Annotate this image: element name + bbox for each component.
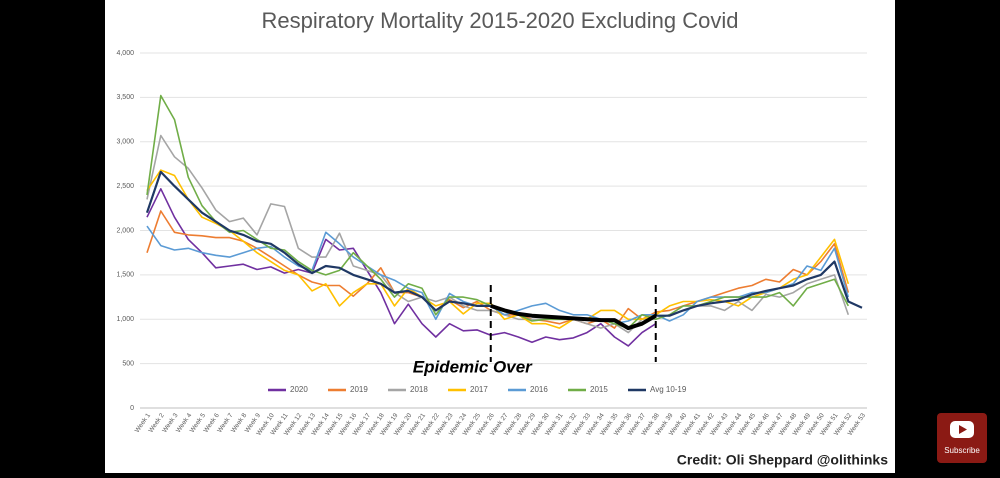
- chart-title: Respiratory Mortality 2015-2020 Excludin…: [262, 8, 739, 33]
- series-line: [146, 188, 657, 347]
- legend-label: 2019: [350, 385, 368, 394]
- y-tick-label: 2,000: [116, 227, 134, 234]
- y-tick-label: 1,500: [116, 272, 134, 279]
- chart-area: [105, 0, 895, 473]
- play-icon: [959, 425, 967, 434]
- y-tick-label: 0: [130, 405, 134, 412]
- annotation-text: Epidemic Over: [413, 357, 533, 376]
- highlight-line: [490, 303, 657, 331]
- legend-label: 2016: [530, 385, 548, 394]
- subscribe-label: Subscribe: [944, 446, 980, 455]
- legend-label: 2015: [590, 385, 608, 394]
- y-tick-label: 3,000: [116, 139, 134, 146]
- legend-label: 2018: [410, 385, 428, 394]
- legend-label: 2020: [290, 385, 308, 394]
- y-tick-label: 500: [122, 360, 134, 367]
- series-line: [146, 134, 850, 334]
- y-tick-label: 4,000: [116, 50, 134, 57]
- legend-label: Avg 10-19: [650, 385, 687, 394]
- y-tick-label: 3,500: [116, 94, 134, 101]
- legend-label: 2017: [470, 385, 488, 394]
- y-tick-label: 2,500: [116, 183, 134, 190]
- y-tick-label: 1,000: [116, 316, 134, 323]
- credit: Credit: Oli Sheppard @olithinks: [677, 452, 888, 468]
